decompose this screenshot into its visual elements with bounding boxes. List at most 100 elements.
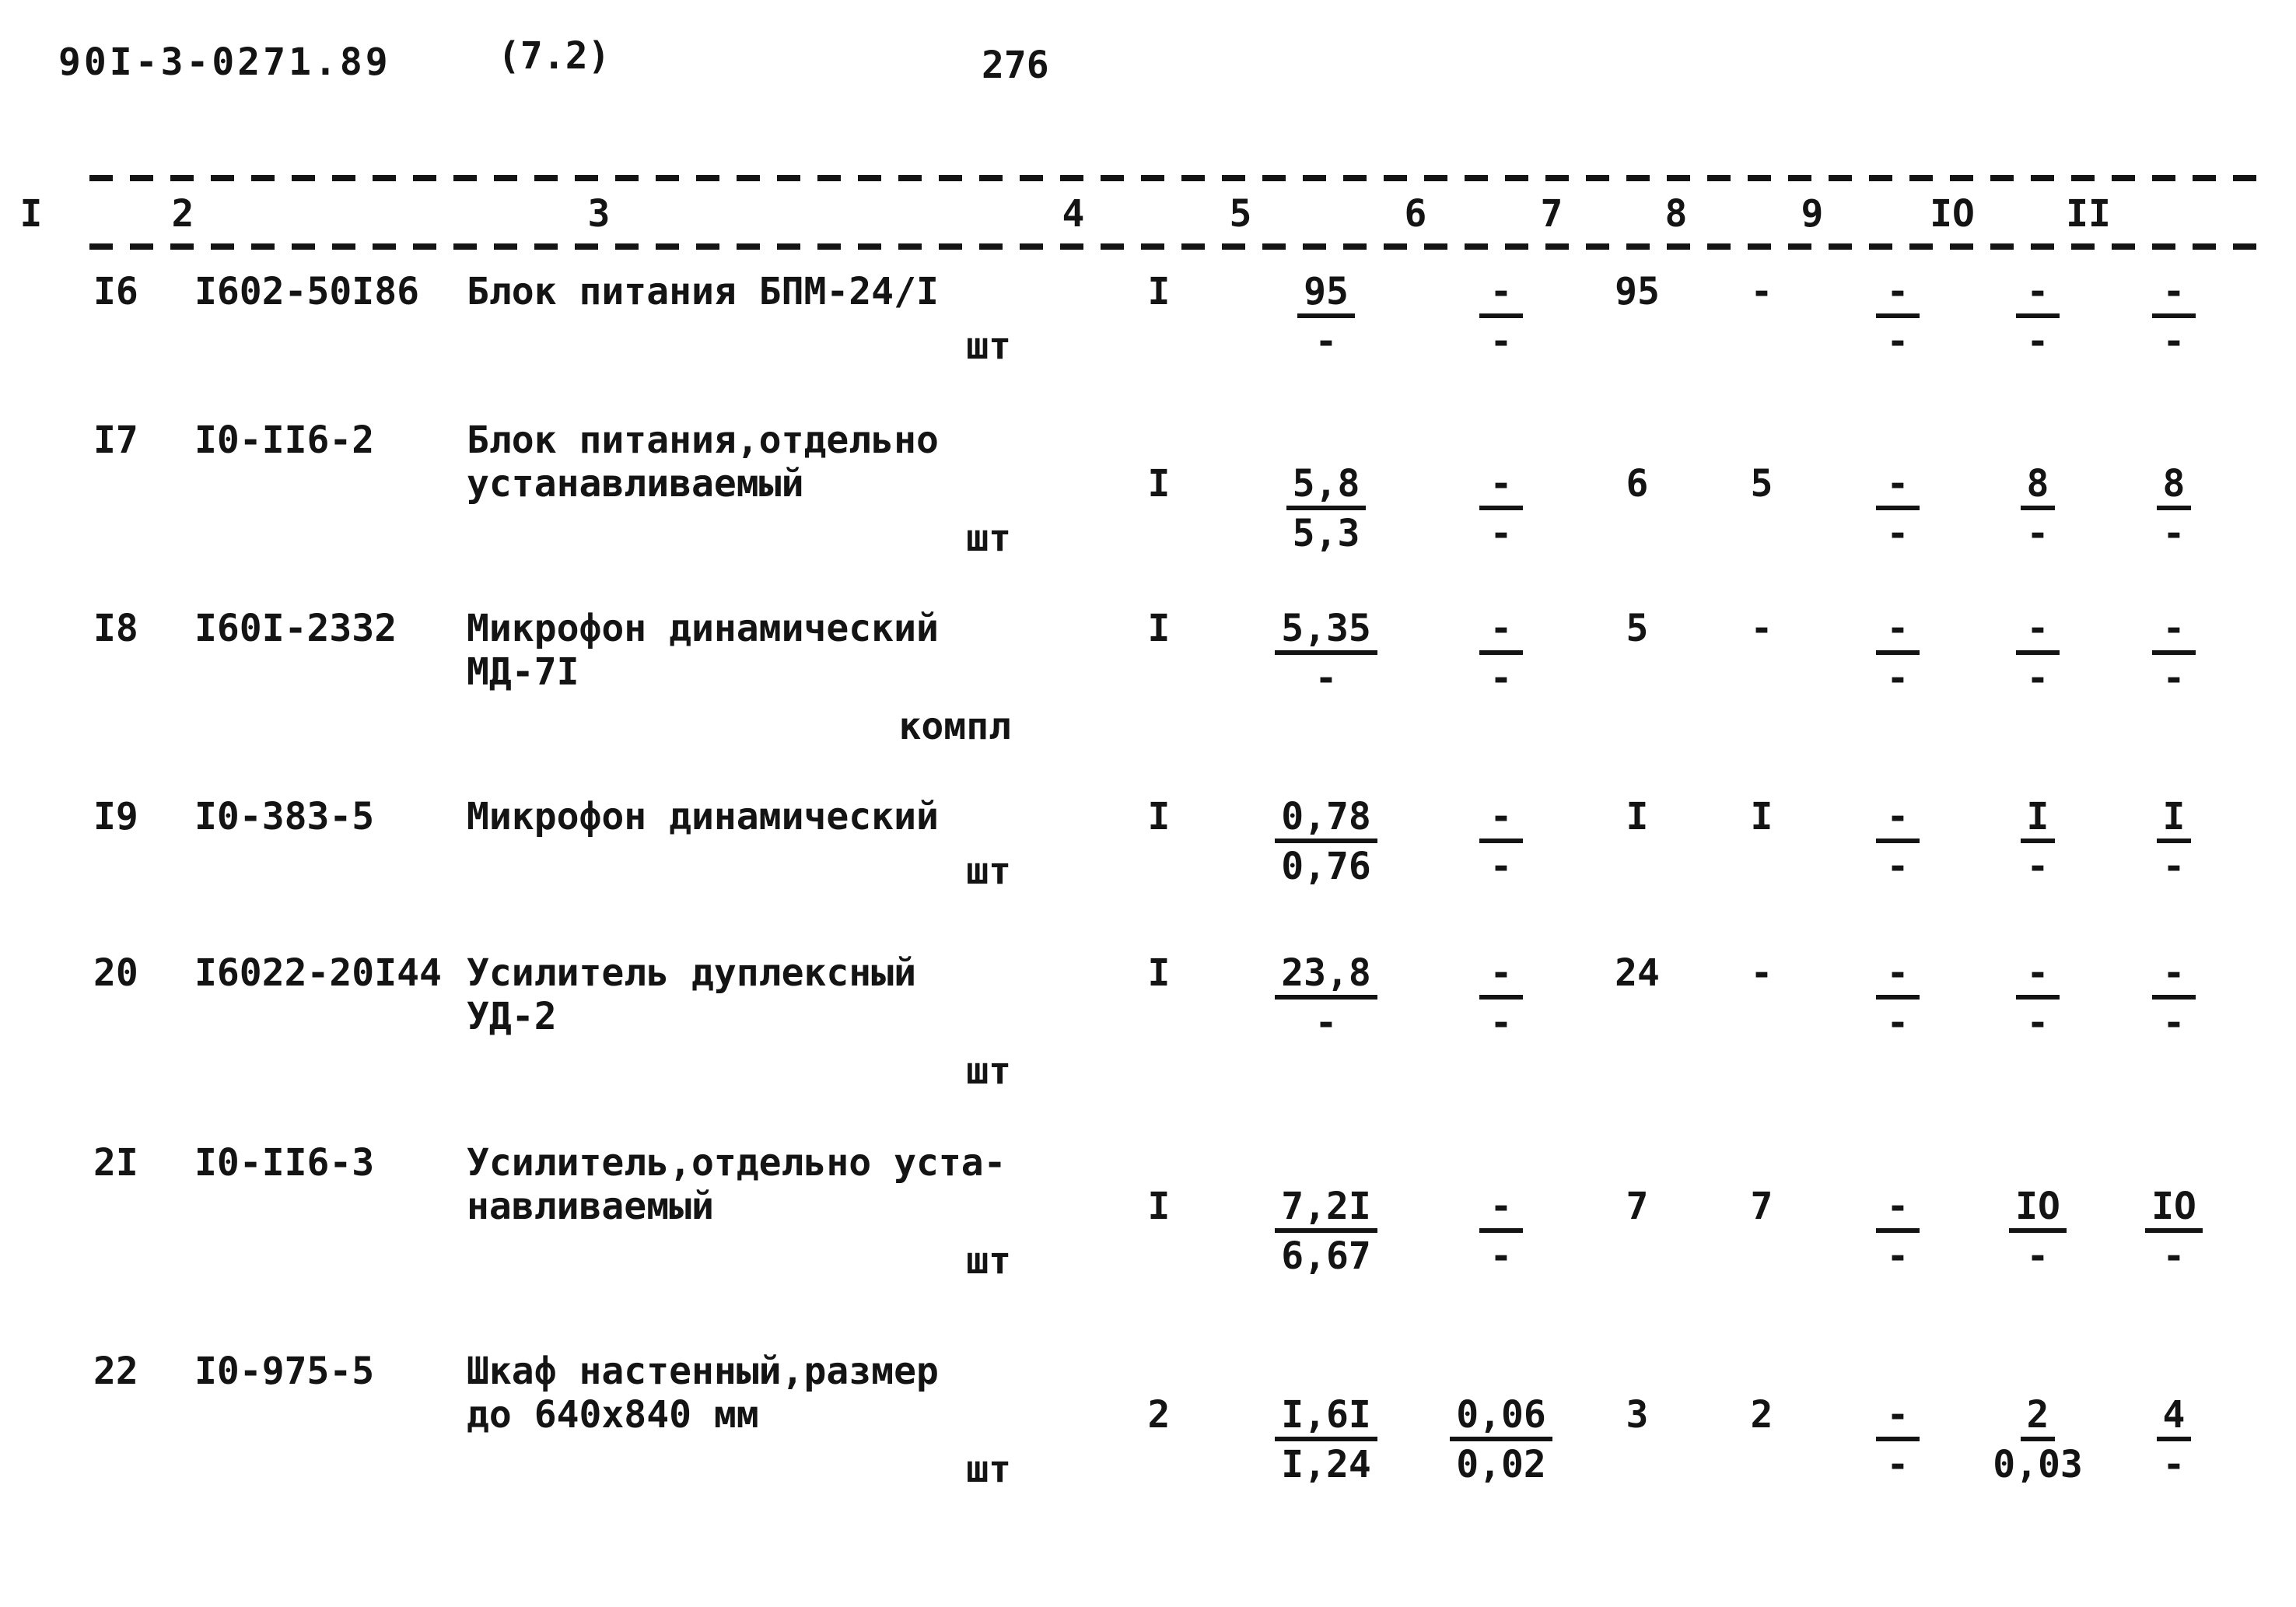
fraction-top: - <box>1479 270 1524 318</box>
col-8-value: I <box>1750 795 1773 839</box>
fraction-top: I <box>2020 795 2056 843</box>
fraction-bottom: I,24 <box>1281 1443 1371 1486</box>
item-name-line: Микрофон динамический МД-7I <box>467 607 939 694</box>
col-7-value: 6 <box>1626 462 1649 506</box>
item-name-line: Усилитель дуплексный УД-2 <box>467 951 916 1038</box>
fraction-top: 5,8 <box>1286 462 1367 510</box>
equipment-table: I 2 3 4 5 6 7 8 9 IO II I6 I602-50I86 Блок… <box>0 175 2296 1491</box>
fraction: 7,2I 6,67 <box>1229 1185 1423 1278</box>
fraction: 5,35- <box>1229 607 1423 700</box>
column-header-3: 3 <box>587 192 611 236</box>
col-11-value: IO - <box>2108 1141 2240 1278</box>
table-row: I6 I602-50I86 Блок питания БПМ-24/I шт I 95- -… <box>86 270 2296 368</box>
col-3-name: Усилитель дуплексный УД-2 шт <box>467 951 1089 1093</box>
col-5-value: 5,35- <box>1229 607 1423 700</box>
fraction-bottom: - <box>1489 512 1513 555</box>
col-5-value: 95- <box>1229 270 1423 363</box>
fraction: -- <box>1828 951 1968 1045</box>
fraction: -- <box>2108 951 2240 1045</box>
column-header-6: 6 <box>1404 192 1427 236</box>
column-header-1: I <box>19 192 43 236</box>
fraction-bottom: - <box>1886 320 1909 363</box>
dashed-rule-bottom <box>89 243 2259 250</box>
fraction-top: 23,8 <box>1275 951 1377 1000</box>
col-10-value: IO - <box>1968 1141 2108 1278</box>
fraction-top: - <box>1875 795 1920 843</box>
column-header-4: 4 <box>1062 192 1085 236</box>
fraction-bottom: 6,67 <box>1281 1234 1371 1278</box>
fraction: -- <box>1423 462 1579 555</box>
document-number: 90I-3-0271.89 <box>58 40 391 84</box>
fraction-bottom: - <box>1314 656 1338 700</box>
fraction: -- <box>1828 1185 1968 1278</box>
col-2-code: I0-383-5 <box>194 795 375 839</box>
fraction-top: 95 <box>1297 270 1355 318</box>
col-2-code: I0-975-5 <box>194 1350 375 1393</box>
item-name-line: Блок питания,отдельно <box>467 418 939 462</box>
item-name-line: устанавливаемый <box>467 462 804 506</box>
fraction: I- <box>2108 795 2240 888</box>
col-7-value: 3 <box>1626 1393 1649 1437</box>
table-row: 22 I0-975-5 Шкаф настенный,размер до 640х84… <box>86 1350 2296 1491</box>
column-header-5: 5 <box>1229 192 1252 236</box>
col-5-value: 0,78 0,76 <box>1229 795 1423 888</box>
col-2-code: I602-50I86 <box>194 270 419 313</box>
col-11-value: 4- <box>2108 1350 2240 1486</box>
unit-label: шт <box>966 516 1011 560</box>
col-1-item-number: I6 <box>93 270 138 313</box>
col-1-item-number: I9 <box>93 795 138 839</box>
fraction: -- <box>1968 270 2108 363</box>
fraction-top: - <box>2151 607 2196 655</box>
fraction-bottom: - <box>1314 320 1338 363</box>
col-3-name: Усилитель,отдельно уста-навливаемый шт <box>467 1141 1089 1283</box>
col-8-value: - <box>1750 951 1773 995</box>
col-1-item-number: I8 <box>93 607 138 650</box>
fraction: -- <box>1828 795 1968 888</box>
fraction-top: - <box>1479 1185 1524 1233</box>
column-header-11: II <box>2066 192 2111 236</box>
col-9-value: -- <box>1828 270 1968 363</box>
fraction: 5,8 5,3 <box>1229 462 1423 555</box>
fraction-top: - <box>1875 270 1920 318</box>
table-body: I6 I602-50I86 Блок питания БПМ-24/I шт I 95- -… <box>0 270 2296 1491</box>
fraction-top: - <box>2151 951 2196 1000</box>
fraction-bottom: - <box>1489 320 1513 363</box>
col-6-value: -- <box>1423 1141 1579 1278</box>
col-6-value: 0,06 0,02 <box>1423 1350 1579 1486</box>
fraction-bottom: - <box>1314 1001 1338 1045</box>
fraction: -- <box>1423 795 1579 888</box>
col-11-value: -- <box>2108 270 2240 363</box>
table-row: 20 I6022-20I44 Усилитель дуплексный УД-2 шт… <box>86 951 2296 1093</box>
col-4-value: 2 <box>1147 1393 1171 1437</box>
fraction-top: - <box>2015 951 2060 1000</box>
col-4-value: I <box>1147 270 1171 313</box>
col-8-value: - <box>1750 607 1773 650</box>
col-6-value: -- <box>1423 418 1579 555</box>
fraction: -- <box>2108 607 2240 700</box>
fraction-bottom: - <box>2026 320 2049 363</box>
table-row: 2I I0-II6-3 Усилитель,отдельно уста-навлив… <box>86 1141 2296 1283</box>
fraction-bottom: - <box>1489 656 1513 700</box>
col-4-value: I <box>1147 1185 1171 1228</box>
fraction-top: IO <box>2145 1185 2203 1233</box>
fraction-bottom: - <box>2162 656 2186 700</box>
col-10-value: 2 0,03 <box>1968 1350 2108 1486</box>
fraction-top: 0,06 <box>1450 1393 1552 1441</box>
item-name-line: Микрофон динамический <box>467 795 939 839</box>
col-3-name: Шкаф настенный,размер до 640х840 мм шт <box>467 1350 1089 1491</box>
col-7-value: I <box>1626 795 1649 839</box>
fraction-top: IO <box>2009 1185 2067 1233</box>
fraction-bottom: - <box>2026 845 2049 888</box>
fraction-top: 5,35 <box>1275 607 1377 655</box>
col-1-item-number: I7 <box>93 418 138 462</box>
col-9-value: -- <box>1828 418 1968 555</box>
document-section-suffix: (7.2) <box>498 34 611 78</box>
fraction-bottom: - <box>2026 1234 2049 1278</box>
fraction-top: 7,2I <box>1275 1185 1377 1233</box>
col-2-code: I6022-20I44 <box>194 951 442 995</box>
fraction-bottom: - <box>1886 1001 1909 1045</box>
fraction: I- <box>1968 795 2108 888</box>
col-8-value: 7 <box>1750 1185 1773 1228</box>
table-row: I7 I0-II6-2 Блок питания,отдельно устанавли… <box>86 418 2296 560</box>
